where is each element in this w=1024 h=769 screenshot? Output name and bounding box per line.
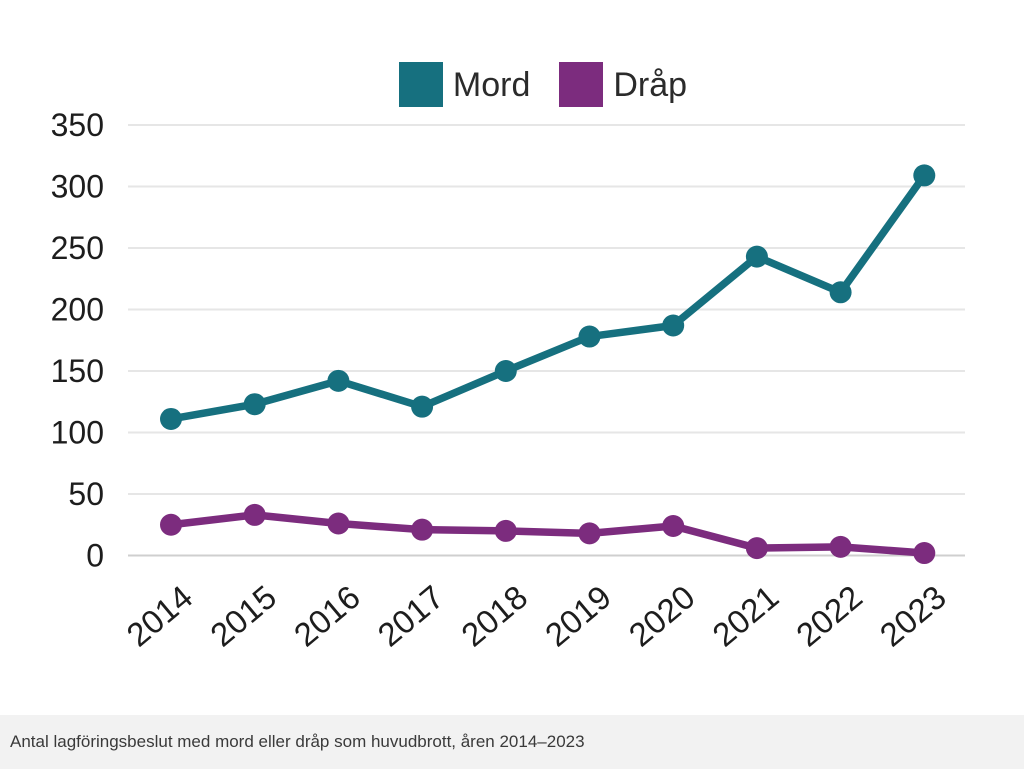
x-tick-label: 2019 bbox=[538, 578, 618, 654]
x-tick-label: 2020 bbox=[622, 578, 702, 654]
caption-bar: Antal lagföringsbeslut med mord eller dr… bbox=[0, 715, 1024, 769]
y-tick-label: 250 bbox=[51, 230, 104, 266]
data-point-drp-2017 bbox=[411, 518, 434, 541]
data-point-drp-2022 bbox=[829, 535, 852, 558]
x-tick-label: 2018 bbox=[454, 578, 534, 654]
x-tick-label: 2021 bbox=[705, 578, 785, 654]
series-line-drp bbox=[167, 511, 929, 557]
data-point-drp-2014 bbox=[160, 513, 182, 536]
data-point-drp-2015 bbox=[243, 503, 266, 526]
data-point-mord-2015 bbox=[243, 393, 266, 416]
data-point-mord-2016 bbox=[327, 369, 350, 392]
y-tick-label: 200 bbox=[51, 292, 104, 328]
x-tick-label: 2015 bbox=[203, 578, 283, 654]
data-point-drp-2019 bbox=[578, 522, 601, 545]
data-point-drp-2018 bbox=[494, 519, 517, 542]
x-tick-label: 2014 bbox=[119, 578, 199, 654]
series-line-mord bbox=[167, 171, 929, 423]
x-tick-label: 2022 bbox=[789, 578, 869, 654]
y-tick-label: 150 bbox=[51, 353, 104, 389]
x-tick-label: 2017 bbox=[371, 578, 451, 654]
x-tick-label: 2016 bbox=[287, 578, 367, 654]
y-tick-label: 100 bbox=[51, 415, 104, 451]
x-tick-label: 2023 bbox=[873, 578, 953, 654]
data-point-mord-2022 bbox=[829, 281, 852, 304]
data-point-mord-2021 bbox=[745, 245, 768, 268]
data-point-mord-2023 bbox=[913, 164, 936, 187]
y-tick-label: 50 bbox=[68, 476, 104, 512]
data-point-mord-2014 bbox=[160, 407, 182, 430]
y-tick-label: 300 bbox=[51, 169, 104, 205]
data-point-mord-2018 bbox=[494, 360, 517, 382]
data-point-mord-2019 bbox=[578, 325, 601, 348]
y-tick-label: 350 bbox=[51, 107, 104, 143]
y-tick-label: 0 bbox=[86, 538, 104, 574]
chart-caption: Antal lagföringsbeslut med mord eller dr… bbox=[10, 732, 585, 751]
data-point-mord-2017 bbox=[411, 395, 434, 418]
data-point-drp-2016 bbox=[327, 512, 350, 535]
data-point-drp-2023 bbox=[913, 542, 936, 565]
data-point-drp-2020 bbox=[662, 514, 685, 537]
data-point-drp-2021 bbox=[745, 537, 768, 560]
data-point-mord-2020 bbox=[662, 314, 685, 337]
